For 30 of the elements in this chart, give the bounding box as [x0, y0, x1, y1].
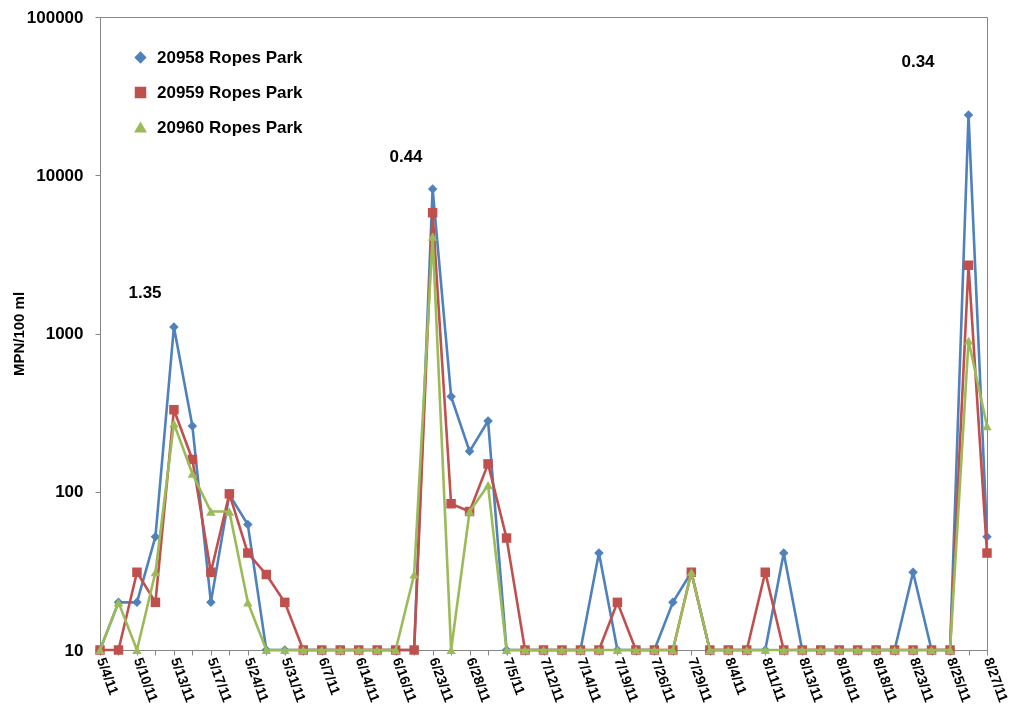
- legend-label: 20958 Ropes Park: [157, 47, 304, 67]
- x-tick-label: 6/28/11: [463, 655, 495, 705]
- x-tick-label: 8/4/11: [722, 655, 751, 697]
- y-tick-label: 1000: [45, 324, 84, 343]
- x-tick-label: 7/29/11: [685, 655, 717, 705]
- annotation: 0.34: [901, 52, 936, 71]
- x-tick-label: 7/14/11: [574, 655, 606, 705]
- x-tick-label: 8/16/11: [833, 655, 864, 705]
- y-tick-label: 100: [55, 482, 84, 502]
- y-tick-label: 10000: [36, 165, 84, 185]
- y-tick-label: 100000: [26, 7, 84, 27]
- x-tick-label: 5/4/11: [93, 655, 123, 697]
- x-tick-label: 6/14/11: [352, 655, 384, 705]
- x-tick-label: 7/5/11: [500, 655, 529, 697]
- annotation: 1.35: [128, 283, 162, 302]
- legend-label: 20959 Ropes Park: [157, 82, 304, 102]
- legend-label: 20960 Ropes Park: [157, 117, 304, 137]
- x-tick-label: 8/11/11: [759, 655, 790, 704]
- annotation: 0.44: [389, 147, 424, 166]
- x-tick-label: 6/7/11: [315, 655, 344, 697]
- x-tick-label: 7/19/11: [611, 655, 643, 705]
- x-tick-label: 5/24/11: [241, 655, 273, 705]
- x-tick-label: 7/26/11: [648, 655, 680, 705]
- x-tick-label: 6/16/11: [389, 655, 421, 705]
- x-tick-label: 5/31/11: [278, 655, 310, 705]
- y-tick-label: 10: [64, 640, 84, 660]
- x-tick-label: 8/13/11: [796, 655, 827, 705]
- x-tick-label: 7/12/11: [537, 655, 569, 705]
- y-axis-title: MPN/100 ml: [9, 291, 27, 377]
- x-tick-label: 6/23/11: [426, 655, 458, 705]
